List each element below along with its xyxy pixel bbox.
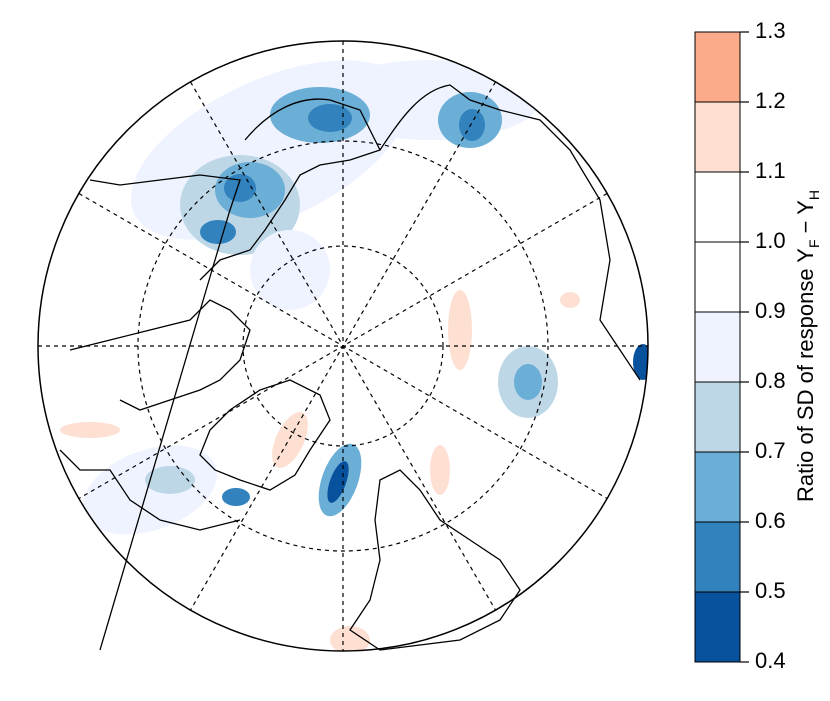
tick-label: 0.8 xyxy=(755,368,786,393)
field-patch xyxy=(430,445,450,495)
colorbar-band xyxy=(694,521,741,593)
europe xyxy=(349,469,521,651)
colorbar-band xyxy=(694,171,741,243)
colorbar-band xyxy=(694,31,741,103)
tick-label: 1.3 xyxy=(755,18,786,43)
label-text: − Y xyxy=(793,200,818,240)
colorbar: 0.4 0.5 0.6 0.7 0.8 0.9 1.0 1.1 1.2 1.3 xyxy=(694,18,786,673)
colorbar-label: Ratio of SD of response YF − YH xyxy=(793,190,822,502)
graticule xyxy=(38,41,648,651)
latitude-line xyxy=(242,245,444,447)
coastline xyxy=(89,174,241,651)
tick-label: 1.2 xyxy=(755,88,786,113)
field-patch xyxy=(222,488,250,506)
coastline xyxy=(59,449,241,531)
tick-label: 1.1 xyxy=(755,158,786,183)
field-patch xyxy=(560,292,580,308)
coastline xyxy=(69,299,251,411)
tick-label: 0.7 xyxy=(755,438,786,463)
field-patch xyxy=(60,422,120,438)
greenland xyxy=(199,379,331,491)
colorbar-band xyxy=(694,381,741,453)
field-patch xyxy=(250,230,330,310)
label-subscript: F xyxy=(806,239,822,248)
map-border xyxy=(37,40,649,652)
tick-label: 0.4 xyxy=(755,648,786,673)
tick-label: 0.6 xyxy=(755,508,786,533)
colorbar-band xyxy=(694,311,741,383)
coastline xyxy=(379,84,641,381)
colorbar-band xyxy=(694,101,741,173)
field-patch xyxy=(327,461,349,503)
tick-label: 0.9 xyxy=(755,298,786,323)
colorbar-band xyxy=(694,241,741,313)
field-patch xyxy=(330,626,370,651)
meridian xyxy=(78,192,608,500)
field-patch xyxy=(308,104,352,132)
field-patch xyxy=(272,412,308,468)
tick-label: 1.0 xyxy=(755,228,786,253)
map-field xyxy=(60,60,648,651)
colorbar-band xyxy=(694,591,741,663)
field-patch xyxy=(633,344,648,380)
coastlines xyxy=(59,84,641,651)
field-patch xyxy=(448,290,472,370)
label-text: Ratio of SD of response Y xyxy=(793,248,818,502)
label-subscript: H xyxy=(806,190,822,200)
field-patch xyxy=(82,445,218,535)
field-patch xyxy=(459,109,485,141)
tick-label: 0.5 xyxy=(755,578,786,603)
coastline xyxy=(199,98,381,281)
field-patch xyxy=(514,364,542,400)
colorbar-band xyxy=(694,451,741,523)
field-patch xyxy=(200,220,236,244)
